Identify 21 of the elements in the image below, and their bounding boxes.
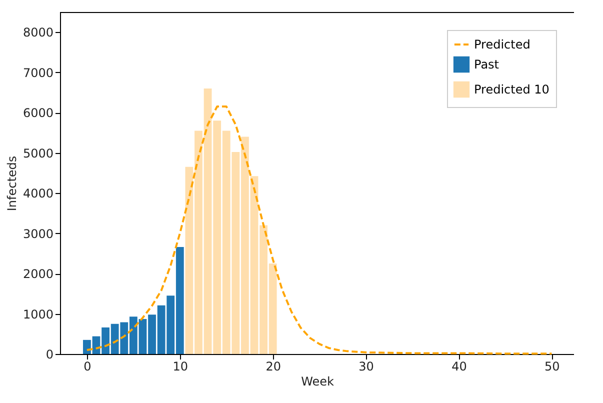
line-series (86, 106, 553, 355)
y-tick-label: 0 (46, 348, 54, 362)
y-tick-label: 4000 (22, 186, 54, 201)
y-axis-title: Infecteds (4, 156, 19, 212)
legend-label: Predicted (474, 38, 530, 52)
legend-label: Predicted 10 (474, 82, 550, 96)
y-tick-label: 8000 (22, 26, 54, 40)
x-tick-label: 0 (84, 360, 92, 374)
y-tick-label: 3000 (22, 226, 54, 241)
x-tick-label: 40 (452, 360, 467, 374)
legend-label: Past (474, 58, 500, 72)
x-tick-label: 20 (266, 360, 281, 374)
x-tick-label: 50 (544, 360, 560, 374)
y-tick-label: 7000 (22, 66, 54, 80)
y-tick-label: 1000 (22, 307, 54, 322)
y-tick-label: 2000 (22, 267, 54, 282)
x-axis-title: Week (301, 374, 334, 388)
x-tick-label: 10 (172, 360, 188, 374)
y-tick-label: 5000 (22, 146, 54, 160)
x-tick-label: 30 (358, 360, 374, 374)
y-tick-label: 6000 (22, 106, 54, 120)
